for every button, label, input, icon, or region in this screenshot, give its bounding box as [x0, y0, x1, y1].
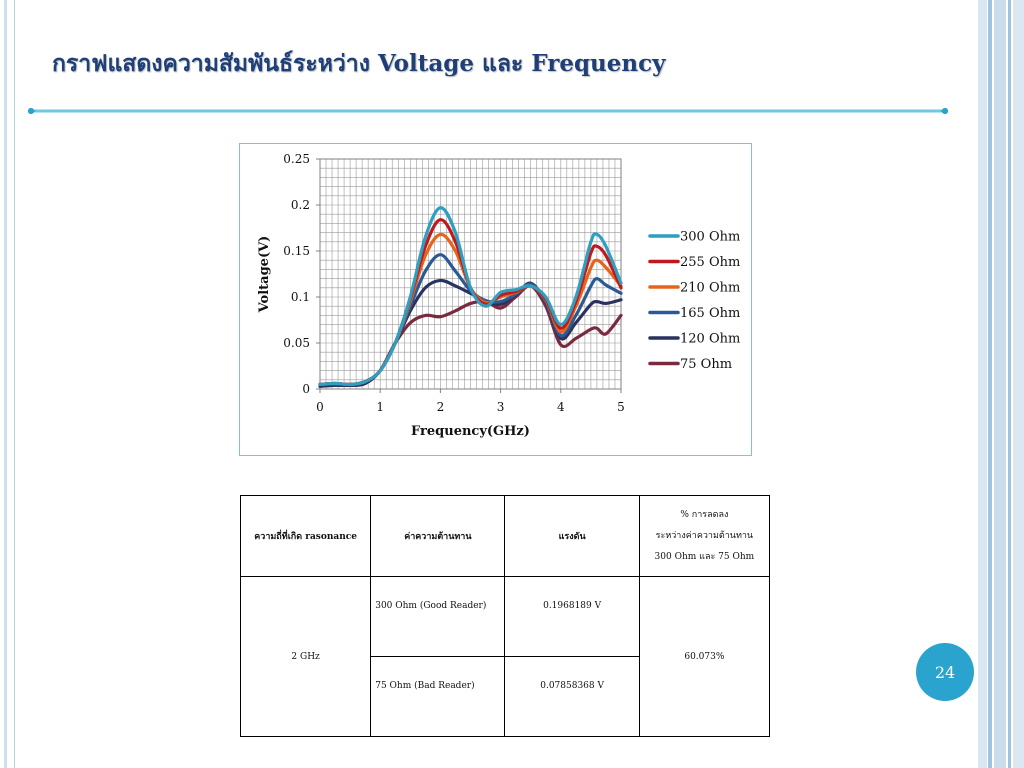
legend-label: 210 Ohm: [680, 281, 740, 296]
right-stripe-decoration: [974, 0, 1024, 768]
legend-label: 300 Ohm: [680, 230, 740, 245]
legend-label: 165 Ohm: [680, 306, 740, 321]
x-tick-label: 0: [316, 400, 324, 414]
plot-area-border: [319, 158, 622, 390]
x-axis-label: Frequency(GHz): [411, 424, 530, 439]
x-tick-label: 5: [617, 400, 625, 414]
x-tick-label: 1: [376, 400, 384, 414]
legend-label: 75 Ohm: [680, 357, 732, 372]
x-tick-label: 2: [437, 400, 445, 414]
y-axis-label: Voltage(V): [257, 236, 272, 314]
header-percent-line-2: ระหว่างค่าความต้านทาน: [655, 530, 754, 541]
series-line: [318, 206, 623, 387]
header-percent-decrease: % การลดลง ระหว่างค่าความต้านทาน 300 Ohm …: [638, 495, 771, 577]
header-percent-line-1: % การลดลง: [680, 509, 729, 520]
y-tick-label: 0.15: [283, 244, 310, 258]
title-divider: [28, 108, 948, 114]
y-tick-label: 0.1: [291, 290, 310, 304]
voltage-frequency-chart: 0 0.05 0.1 0.15 0.2 0.25 0 1 2 3 4 5 Frequency(GHz) V…: [257, 152, 740, 439]
cell-voltage-2: 0.07858368 V: [504, 656, 640, 737]
y-tick-label: 0.2: [291, 198, 310, 212]
legend-label: 255 Ohm: [680, 255, 740, 270]
cell-frequency: 2 GHz: [239, 576, 372, 737]
page-number-badge: 24: [916, 643, 974, 701]
legend-label: 120 Ohm: [680, 332, 740, 347]
slide-title: กราฟแสดงความสัมพันธ์ระหว่าง Voltage และ …: [52, 50, 666, 77]
header-percent-line-3: 300 Ohm และ 75 Ohm: [654, 551, 755, 562]
y-tick-label: 0.05: [283, 336, 310, 350]
y-tick-label: 0: [302, 382, 310, 396]
header-voltage: แรงดัน: [504, 495, 640, 577]
resonance-table: ความถี่ที่เกิด rasonance ค่าความต้านทาน …: [239, 495, 771, 737]
x-tick-label: 3: [497, 400, 505, 414]
y-tick-label: 0.25: [283, 152, 310, 166]
cell-resistance-2: 75 Ohm (Bad Reader): [370, 656, 506, 737]
cell-resistance-1: 300 Ohm (Good Reader): [370, 576, 506, 657]
chart-frame: 0 0.05 0.1 0.15 0.2 0.25 0 1 2 3 4 5 Frequency(GHz) V…: [239, 143, 752, 456]
cell-percent: 60.073%: [638, 576, 771, 737]
cell-voltage-1: 0.1968189 V: [504, 576, 640, 657]
left-border-decoration: [0, 0, 15, 768]
header-resistance: ค่าความต้านทาน: [370, 495, 506, 577]
x-tick-label: 4: [557, 400, 565, 414]
header-resonance-frequency: ความถี่ที่เกิด rasonance: [239, 495, 372, 577]
